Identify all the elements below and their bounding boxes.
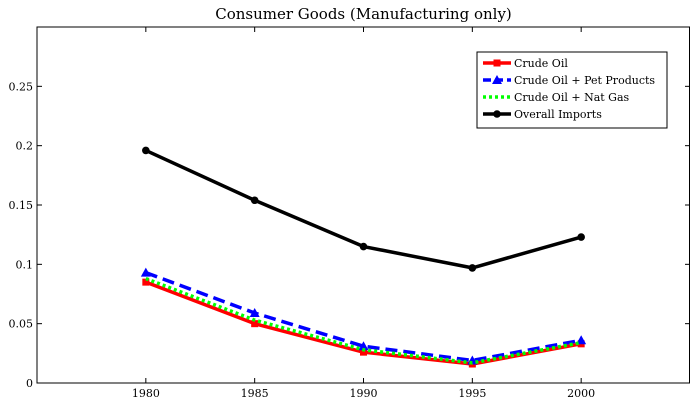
y-tick-label: 0 <box>26 377 33 390</box>
series-line <box>145 270 582 363</box>
data-point-square <box>360 348 367 356</box>
legend-entry: Crude Oil <box>483 57 568 70</box>
legend: Crude Oil Crude Oil + Pet Products Crude O… <box>476 51 668 129</box>
data-point-square <box>493 59 501 67</box>
data-point-triangle <box>492 75 502 84</box>
data-point-square <box>142 278 150 286</box>
data-point-circle <box>359 242 368 251</box>
legend-entry: Crude Oil + Pet Products <box>483 74 655 87</box>
series-overall-imports <box>142 146 585 272</box>
series-crude-oil-nat-gas <box>145 276 582 365</box>
data-point-triangle <box>140 267 151 277</box>
series-line <box>145 276 582 365</box>
data-point-circle <box>468 264 477 272</box>
x-tick-label: 1990 <box>350 387 378 400</box>
y-tick-label: 0.2 <box>16 140 34 153</box>
x-tick-label: 1980 <box>132 387 160 400</box>
data-point-square <box>251 320 259 328</box>
y-tick-label: 0.1 <box>16 258 34 271</box>
legend-label: Crude Oil + Pet Products <box>514 74 655 87</box>
data-point-triangle <box>576 335 587 345</box>
y-tick-label: 0.05 <box>9 318 34 331</box>
chart-title: Consumer Goods (Manufacturing only) <box>215 5 512 23</box>
data-point-triangle <box>249 307 260 317</box>
x-tick-label: 1985 <box>241 387 269 400</box>
axis-ticks: 1980 1985 1990 1995 2000 0 0.05 0.1 0.15 0.2 0.25 <box>9 27 690 400</box>
legend-label: Crude Oil <box>514 57 568 70</box>
x-tick-label: 1995 <box>458 387 486 400</box>
data-point-circle <box>250 196 259 205</box>
x-tick-label: 2000 <box>567 387 595 400</box>
legend-entry: Overall Imports <box>483 108 602 121</box>
y-tick-label: 0.25 <box>9 80 34 93</box>
series-layer <box>140 146 587 368</box>
data-point-circle <box>142 146 150 155</box>
legend-entry: Crude Oil + Nat Gas <box>483 91 630 104</box>
data-point-circle <box>577 233 585 241</box>
legend-label: Crude Oil + Nat Gas <box>514 91 630 104</box>
data-point-circle <box>493 110 501 118</box>
y-tick-label: 0.15 <box>9 199 34 212</box>
legend-label: Overall Imports <box>514 108 602 121</box>
data-point-triangle <box>358 341 369 351</box>
